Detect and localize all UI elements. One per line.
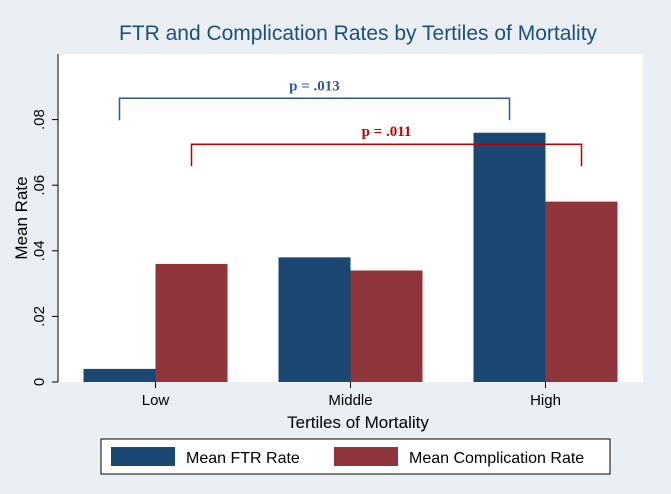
y-tick-label: .06: [31, 175, 48, 196]
x-axis-label: Tertiles of Mortality: [287, 413, 429, 432]
bar-mean-complication-rate-low: [155, 263, 228, 382]
bar-mean-complication-rate-middle: [350, 270, 423, 382]
y-axis-label: Mean Rate: [12, 176, 31, 259]
legend-swatch-complication: [334, 447, 398, 466]
y-tick-label: .04: [31, 240, 48, 261]
bar-mean-ftr-rate-low: [83, 368, 156, 382]
bar-mean-ftr-rate-high: [473, 132, 546, 382]
legend: Mean FTR Rate Mean Complication Rate: [100, 438, 611, 475]
chart-title: FTR and Complication Rates by Tertiles o…: [119, 22, 598, 45]
significance-bracket-2-label: p = .011: [362, 124, 412, 140]
y-tick-label: 0: [31, 378, 48, 386]
significance-bracket-2: [190, 143, 583, 167]
x-tick-label: High: [530, 392, 561, 409]
legend-swatch-ftr: [111, 447, 175, 466]
legend-label-ftr: Mean FTR Rate: [186, 450, 300, 467]
legend-label-complication: Mean Complication Rate: [409, 450, 584, 467]
bar-mean-ftr-rate-middle: [278, 257, 351, 382]
y-tick-label: .02: [31, 306, 48, 327]
significance-bracket-1: [118, 97, 511, 121]
significance-bracket-1-label: p = .013: [289, 78, 340, 94]
x-tick-label: Middle: [328, 392, 372, 409]
bar-mean-complication-rate-high: [545, 201, 618, 382]
y-tick-label: .08: [31, 109, 48, 130]
x-tick-label: Low: [142, 392, 170, 409]
